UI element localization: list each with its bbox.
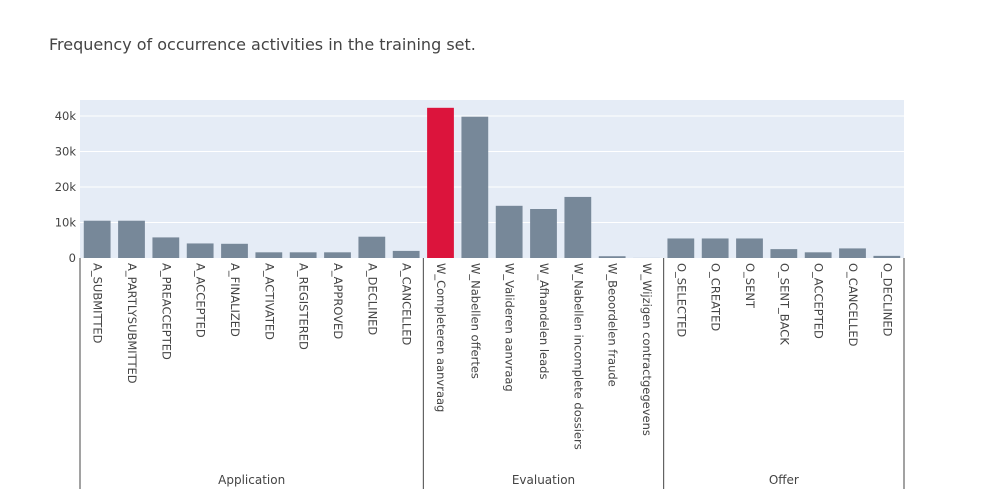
x-tick-label: O_SELECTED: [674, 263, 688, 337]
bars: [83, 107, 901, 258]
bar: [221, 243, 248, 258]
y-tick-label: 10k: [55, 215, 77, 229]
x-tick-label: W_Nabellen incomplete dossiers: [571, 263, 585, 450]
x-tick-label: A_PARTLYSUBMITTED: [125, 263, 139, 384]
x-tick-label: O_SENT_BACK: [777, 263, 791, 345]
x-tick-label: W_Afhandelen leads: [537, 263, 551, 379]
bar: [804, 252, 832, 258]
bar: [358, 236, 386, 258]
bar: [598, 256, 626, 258]
x-tick-label: O_ACCEPTED: [812, 263, 826, 339]
x-tick-label: W_Valideren aanvraag: [503, 263, 517, 392]
group-label: Offer: [769, 473, 799, 487]
y-tick-label: 30k: [55, 144, 77, 158]
bar: [736, 238, 763, 258]
bar: [495, 205, 523, 258]
bar: [839, 248, 866, 258]
x-tick-label: A_ACCEPTED: [194, 263, 208, 338]
bar: [701, 238, 729, 258]
chart-title: Frequency of occurrence activities in th…: [49, 35, 476, 54]
bar: [461, 116, 489, 258]
bar: [530, 209, 557, 258]
bar: [255, 252, 283, 258]
bar: [289, 252, 317, 258]
bar: [118, 220, 145, 258]
x-axis-ticks: A_SUBMITTED A_PARTLYSUBMITTED A_PREACCEPTE…: [91, 263, 895, 450]
x-tick-label: O_SENT: [743, 263, 757, 309]
x-tick-label: O_CANCELLED: [846, 263, 860, 347]
bar: [427, 107, 454, 258]
bar: [667, 238, 695, 258]
x-tick-label: A_ACTIVATED: [262, 263, 276, 340]
x-tick-label: A_FINALIZED: [228, 263, 242, 337]
bar: [873, 255, 901, 258]
x-tick-label: A_SUBMITTED: [91, 263, 105, 344]
y-axis-ticks: 0 10k 20k 30k 40k: [55, 109, 77, 265]
x-tick-label: A_PREACCEPTED: [159, 263, 173, 360]
plot-background: [80, 100, 904, 258]
y-tick-label: 40k: [55, 109, 77, 123]
x-tick-label: A_CANCELLED: [400, 263, 414, 345]
x-tick-label: A_REGISTERED: [297, 263, 311, 350]
bar: [770, 249, 798, 258]
x-tick-label: W_Beoordelen fraude: [606, 263, 620, 387]
x-tick-label: W_Nabellen offertes: [468, 263, 482, 379]
group-label: Evaluation: [512, 473, 575, 487]
bar: [83, 220, 111, 258]
bar: [324, 252, 351, 258]
gridlines: [80, 115, 904, 223]
group-label: Application: [218, 473, 285, 487]
bar: [152, 237, 180, 258]
x-tick-label: W_Wijzigen contractgegevens: [640, 263, 654, 436]
x-axis-groups: Application Evaluation Offer: [79, 258, 905, 489]
x-tick-label: A_APPROVED: [331, 263, 345, 339]
x-tick-label: O_DECLINED: [880, 263, 894, 337]
x-tick-label: W_Completeren aanvraag: [434, 263, 448, 412]
y-tick-label: 0: [69, 251, 76, 265]
x-tick-label: A_DECLINED: [365, 263, 379, 335]
y-tick-label: 20k: [55, 180, 77, 194]
bar: [392, 250, 420, 258]
x-tick-label: O_CREATED: [709, 263, 723, 331]
bar: [564, 196, 592, 258]
bar: [186, 243, 214, 258]
